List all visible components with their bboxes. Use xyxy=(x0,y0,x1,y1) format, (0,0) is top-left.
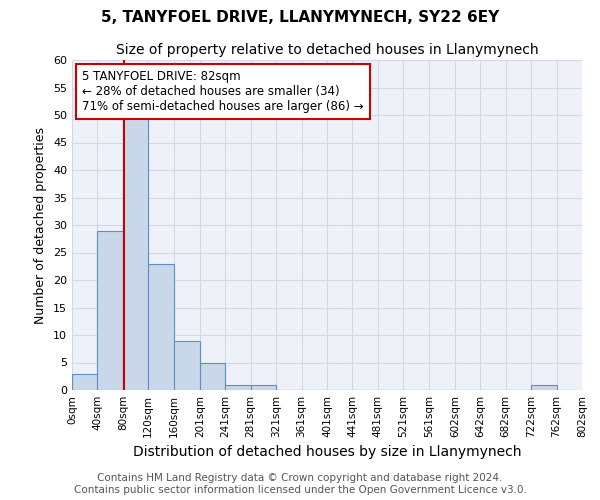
Text: 5, TANYFOEL DRIVE, LLANYMYNECH, SY22 6EY: 5, TANYFOEL DRIVE, LLANYMYNECH, SY22 6EY xyxy=(101,10,499,25)
Bar xyxy=(148,264,174,390)
Y-axis label: Number of detached properties: Number of detached properties xyxy=(34,126,47,324)
X-axis label: Distribution of detached houses by size in Llanymynech: Distribution of detached houses by size … xyxy=(133,446,521,460)
Bar xyxy=(97,230,123,390)
Bar xyxy=(531,384,557,390)
Bar xyxy=(123,115,148,390)
Bar xyxy=(251,384,276,390)
Text: Contains HM Land Registry data © Crown copyright and database right 2024.
Contai: Contains HM Land Registry data © Crown c… xyxy=(74,474,526,495)
Bar xyxy=(174,340,200,390)
Title: Size of property relative to detached houses in Llanymynech: Size of property relative to detached ho… xyxy=(116,44,538,58)
Bar xyxy=(200,362,225,390)
Bar xyxy=(225,384,251,390)
Text: 5 TANYFOEL DRIVE: 82sqm
← 28% of detached houses are smaller (34)
71% of semi-de: 5 TANYFOEL DRIVE: 82sqm ← 28% of detache… xyxy=(82,70,364,113)
Bar xyxy=(72,374,97,390)
